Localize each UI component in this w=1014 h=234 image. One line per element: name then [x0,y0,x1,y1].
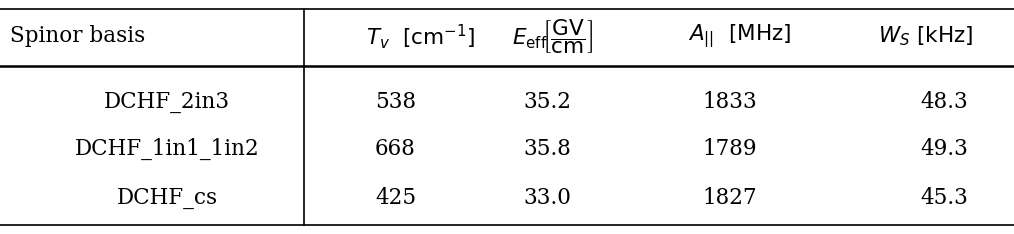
Text: 1827: 1827 [703,187,757,209]
Text: 48.3: 48.3 [921,91,968,113]
Text: Spinor basis: Spinor basis [10,25,145,47]
Text: DCHF_2in3: DCHF_2in3 [104,91,230,113]
Text: DCHF_1in1_1in2: DCHF_1in1_1in2 [75,138,260,160]
Text: $E_{\mathrm{eff}}\!\left[\dfrac{\mathrm{GV}}{\mathrm{cm}}\right]$: $E_{\mathrm{eff}}\!\left[\dfrac{\mathrm{… [512,17,593,56]
Text: $A_{||}\ \ [\mathrm{MHz}]$: $A_{||}\ \ [\mathrm{MHz}]$ [689,22,792,50]
Text: 35.8: 35.8 [523,138,572,160]
Text: 425: 425 [375,187,416,209]
Text: 49.3: 49.3 [921,138,968,160]
Text: 538: 538 [375,91,416,113]
Text: $W_{S}\ [\mathrm{kHz}]$: $W_{S}\ [\mathrm{kHz}]$ [878,25,973,48]
Text: 35.2: 35.2 [523,91,572,113]
Text: 45.3: 45.3 [921,187,968,209]
Text: 33.0: 33.0 [523,187,572,209]
Text: DCHF_cs: DCHF_cs [117,187,218,209]
Text: $T_{v}\ \ [\mathrm{cm}^{-1}]$: $T_{v}\ \ [\mathrm{cm}^{-1}]$ [366,22,476,51]
Text: 668: 668 [375,138,416,160]
Text: 1789: 1789 [703,138,757,160]
Text: 1833: 1833 [703,91,757,113]
